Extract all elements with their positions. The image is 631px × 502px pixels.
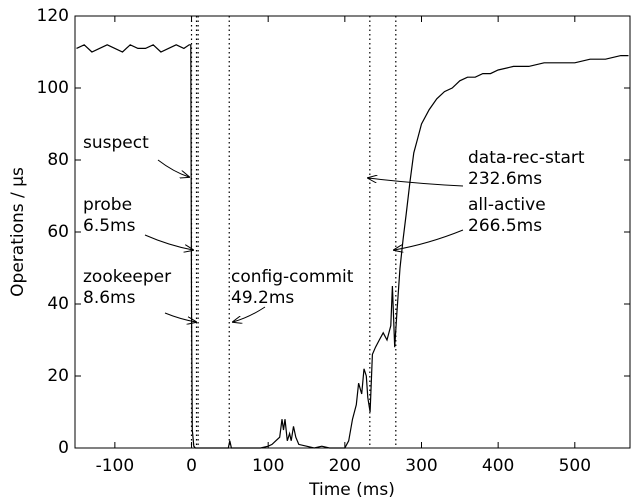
y-tick-label: 80 xyxy=(47,150,69,170)
y-tick-label: 0 xyxy=(58,438,69,458)
annotation-name: suspect xyxy=(83,133,149,153)
data-line xyxy=(76,44,629,449)
y-tick-label: 40 xyxy=(47,294,69,314)
annotation-arrow xyxy=(233,306,266,322)
x-tick-label: -100 xyxy=(96,456,135,476)
annotation-arrow xyxy=(368,178,464,187)
x-tick-label: 400 xyxy=(482,456,514,476)
annotation-time: 8.6ms xyxy=(83,288,136,308)
annotation-arrow xyxy=(164,312,196,322)
x-tick-label: 100 xyxy=(252,456,284,476)
plot-frame xyxy=(74,15,631,449)
annotation-time: 49.2ms xyxy=(231,288,294,308)
y-axis-label: Operations / μs xyxy=(8,167,28,297)
annotation-time: 266.5ms xyxy=(468,216,542,236)
x-tick-label: 200 xyxy=(329,456,361,476)
x-tick-label: 500 xyxy=(559,456,591,476)
annotation-time: 6.5ms xyxy=(83,216,136,236)
x-axis-label: Time (ms) xyxy=(308,480,395,500)
annotation-time: 232.6ms xyxy=(468,169,542,189)
annotation-arrow xyxy=(144,234,193,250)
annotation-arrow xyxy=(157,159,189,177)
annotation-name: data-rec-start xyxy=(468,148,585,168)
annotation-arrow xyxy=(394,229,464,250)
annotation-name: probe xyxy=(83,195,132,215)
annotation-name: zookeeper xyxy=(83,267,171,287)
y-tick-label: 100 xyxy=(37,78,69,98)
annotation-name: config-commit xyxy=(231,267,354,287)
y-tick-label: 20 xyxy=(47,366,69,386)
x-tick-label: 300 xyxy=(405,456,437,476)
y-tick-label: 120 xyxy=(37,6,69,26)
annotation-name: all-active xyxy=(468,195,546,215)
x-tick-label: 0 xyxy=(186,456,197,476)
y-tick-label: 60 xyxy=(47,222,69,242)
